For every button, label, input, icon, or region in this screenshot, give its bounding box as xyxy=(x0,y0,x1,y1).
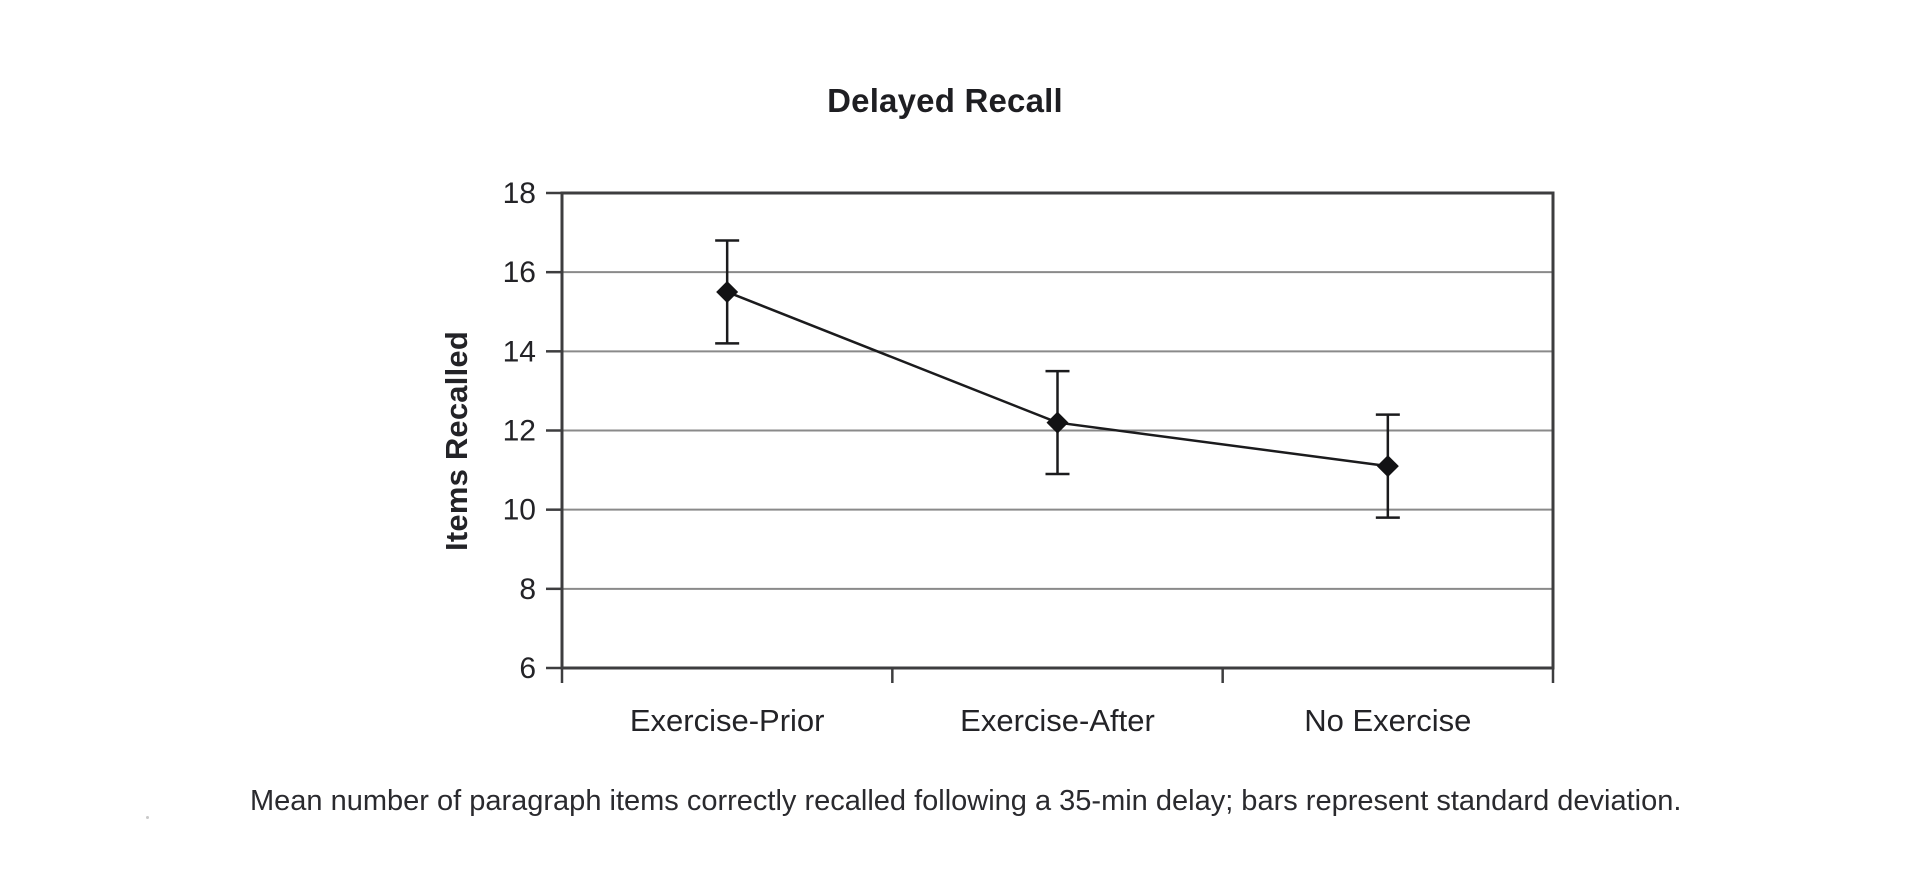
stray-ink-dot xyxy=(146,816,149,819)
data-point-marker xyxy=(1046,411,1069,434)
y-tick-label: 16 xyxy=(503,256,536,289)
chart-title: Delayed Recall xyxy=(827,82,1063,119)
y-tick-label: 8 xyxy=(519,573,536,606)
data-point-marker xyxy=(1376,455,1399,478)
y-tick-label: 10 xyxy=(503,494,536,527)
y-tick-label: 12 xyxy=(503,415,536,448)
figure-caption: Mean number of paragraph items correctly… xyxy=(250,785,1682,817)
data-point-marker xyxy=(716,280,739,303)
y-tick-label: 6 xyxy=(519,652,536,685)
y-tick-label: 14 xyxy=(503,335,536,368)
x-category-label: Exercise-Prior xyxy=(630,703,825,738)
y-tick-label: 18 xyxy=(503,177,536,210)
x-category-label: Exercise-After xyxy=(960,703,1155,738)
x-category-label: No Exercise xyxy=(1304,703,1471,738)
